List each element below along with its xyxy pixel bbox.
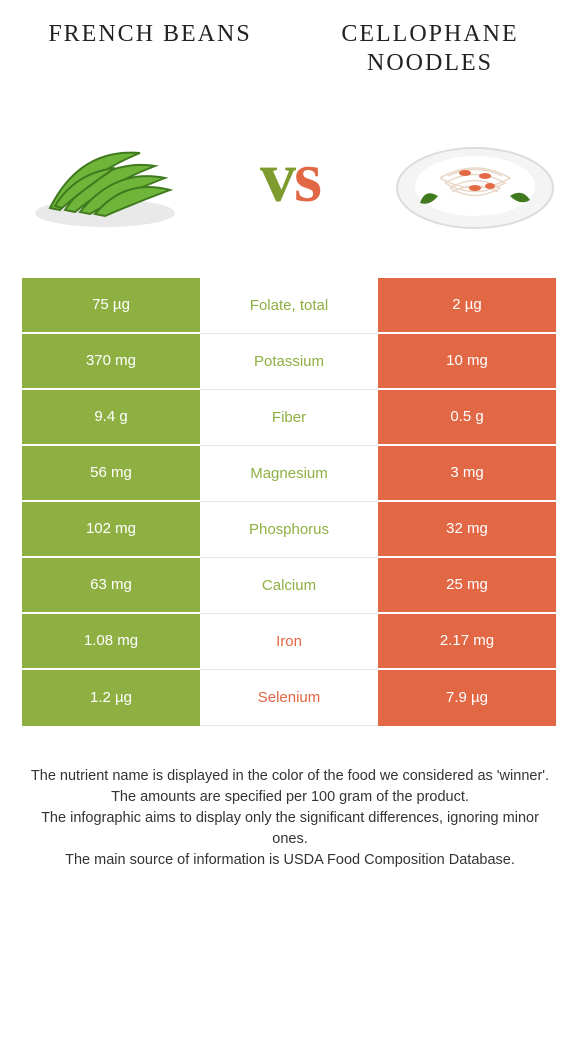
table-row: 370 mgPotassium10 mg <box>22 334 558 390</box>
vs-v: v <box>260 137 294 217</box>
nutrient-label: Iron <box>200 614 378 670</box>
nutrient-label: Folate, total <box>200 278 378 334</box>
left-value: 1.08 mg <box>22 614 200 670</box>
table-row: 1.08 mgIron2.17 mg <box>22 614 558 670</box>
nutrient-label: Calcium <box>200 558 378 614</box>
footer-line: The nutrient name is displayed in the co… <box>22 766 558 787</box>
nutrient-label: Selenium <box>200 670 378 726</box>
footer-notes: The nutrient name is displayed in the co… <box>0 726 580 871</box>
right-value: 2.17 mg <box>378 614 556 670</box>
table-row: 9.4 gFiber0.5 g <box>22 390 558 446</box>
right-value: 32 mg <box>378 502 556 558</box>
right-food-image <box>390 118 560 238</box>
right-value: 3 mg <box>378 446 556 502</box>
table-row: 102 mgPhosphorus32 mg <box>22 502 558 558</box>
nutrient-label: Potassium <box>200 334 378 390</box>
left-title: French Beans <box>40 20 260 78</box>
table-row: 56 mgMagnesium3 mg <box>22 446 558 502</box>
vs-s: s <box>294 137 320 217</box>
footer-line: The infographic aims to display only the… <box>22 808 558 850</box>
right-title: Cellophane Noodles <box>320 20 540 78</box>
nutrient-label: Phosphorus <box>200 502 378 558</box>
left-value: 370 mg <box>22 334 200 390</box>
right-value: 0.5 g <box>378 390 556 446</box>
right-value: 7.9 µg <box>378 670 556 726</box>
comparison-table: 75 µgFolate, total2 µg370 mgPotassium10 … <box>22 278 558 726</box>
right-value: 2 µg <box>378 278 556 334</box>
right-value: 10 mg <box>378 334 556 390</box>
table-row: 75 µgFolate, total2 µg <box>22 278 558 334</box>
vs-label: vs <box>260 136 320 219</box>
nutrient-label: Fiber <box>200 390 378 446</box>
table-row: 63 mgCalcium25 mg <box>22 558 558 614</box>
left-value: 9.4 g <box>22 390 200 446</box>
nutrient-label: Magnesium <box>200 446 378 502</box>
footer-line: The main source of information is USDA F… <box>22 850 558 871</box>
footer-line: The amounts are specified per 100 gram o… <box>22 787 558 808</box>
left-value: 1.2 µg <box>22 670 200 726</box>
left-value: 56 mg <box>22 446 200 502</box>
left-food-image <box>20 118 190 238</box>
left-value: 75 µg <box>22 278 200 334</box>
right-value: 25 mg <box>378 558 556 614</box>
hero-row: vs <box>0 88 580 278</box>
left-value: 102 mg <box>22 502 200 558</box>
table-row: 1.2 µgSelenium7.9 µg <box>22 670 558 726</box>
left-value: 63 mg <box>22 558 200 614</box>
